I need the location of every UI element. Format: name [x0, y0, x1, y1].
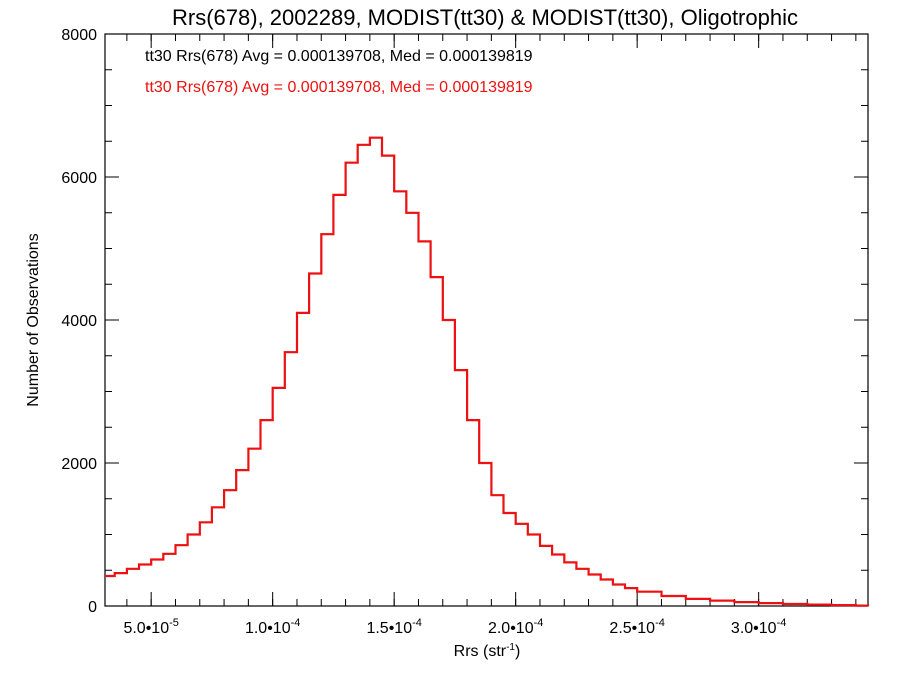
x-tick-exponent: -5	[169, 617, 179, 629]
x-tick-mantissa: 3.0	[731, 620, 753, 637]
y-tick-label: 0	[88, 599, 97, 616]
y-tick-label: 8000	[61, 27, 97, 44]
x-tick-exponent: -4	[291, 617, 301, 629]
series-group	[105, 136, 870, 607]
y-tick-label: 4000	[61, 313, 97, 330]
x-tick-label: 2.0•10-4	[488, 617, 543, 637]
x-tick-label: 5.0•10-5	[123, 617, 178, 637]
x-tick-times: •10	[146, 620, 170, 637]
y-tick-label: 6000	[61, 170, 97, 187]
x-tick-times: •10	[632, 620, 656, 637]
x-tick-exponent: -4	[655, 617, 665, 629]
annotation-red: tt30 Rrs(678) Avg = 0.000139708, Med = 0…	[145, 79, 533, 96]
x-tick-mantissa: 5.0	[123, 620, 145, 637]
y-tick-label: 2000	[61, 456, 97, 473]
x-tick-mantissa: 2.5	[609, 620, 631, 637]
x-tick-exponent: -4	[412, 617, 422, 629]
x-axis-label: Rrs (str-1)	[454, 642, 521, 660]
annotation-black: tt30 Rrs(678) Avg = 0.000139708, Med = 0…	[145, 48, 533, 65]
x-tick-mantissa: 1.5	[366, 620, 388, 637]
x-axis-label-main: Rrs (str	[454, 643, 507, 660]
x-axis-label-sup: -1	[506, 642, 515, 653]
x-tick-mantissa: 2.0	[488, 620, 510, 637]
x-tick-label: 1.0•10-4	[245, 617, 300, 637]
chart-title: Rrs(678), 2002289, MODIST(tt30) & MODIST…	[172, 5, 798, 30]
x-tick-times: •10	[753, 620, 777, 637]
x-tick-label: 2.5•10-4	[609, 617, 664, 637]
series-line-1	[105, 136, 870, 607]
x-axis-label-end: )	[515, 643, 520, 660]
x-tick-label: 3.0•10-4	[731, 617, 786, 637]
plot-frame	[104, 33, 869, 607]
x-tick-label: 1.5•10-4	[366, 617, 421, 637]
series-line-0	[105, 136, 869, 607]
y-axis-label: Number of Observations	[25, 233, 42, 406]
x-tick-mantissa: 1.0	[245, 620, 267, 637]
y-axis: 0 2000 4000 6000 8000	[61, 27, 868, 616]
x-tick-times: •10	[389, 620, 413, 637]
x-tick-times: •10	[267, 620, 291, 637]
x-axis: 5.0•10-5 1.0•10-4 1.5•10-4 2.0•10-4 2.5•10-4…	[123, 34, 857, 637]
x-tick-exponent: -4	[534, 617, 544, 629]
x-tick-times: •10	[510, 620, 534, 637]
x-tick-exponent: -4	[777, 617, 787, 629]
